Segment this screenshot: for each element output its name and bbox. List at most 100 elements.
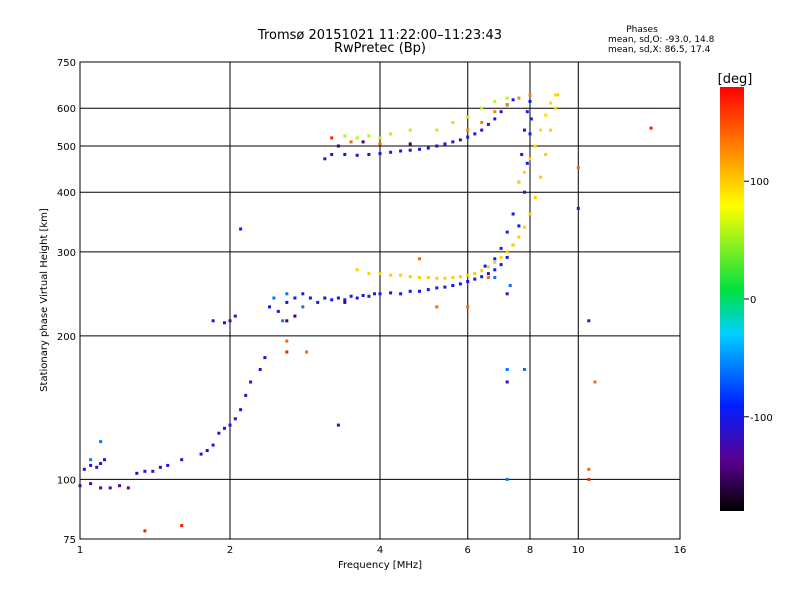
data-point [505,368,509,371]
data-point [549,128,553,132]
data-point [523,128,526,132]
data-point [389,150,393,154]
data-point [473,272,477,276]
data-point [505,96,509,100]
data-point [493,276,497,279]
data-point [151,469,155,473]
data-point [399,273,403,277]
data-point [528,132,532,136]
data-point [89,458,93,462]
colorbar [720,87,744,511]
y-axis-label: Stationary phase Virtual Height [km] [39,208,50,392]
data-point [323,296,327,300]
colorbar-label: [deg] [718,72,753,87]
data-point [426,146,430,150]
data-point [466,305,470,309]
data-point [373,292,376,296]
colorbar-tick-label: 100 [750,177,769,188]
data-point [389,132,393,136]
data-point [480,269,484,273]
data-point [493,268,497,272]
data-point [486,265,490,269]
data-point [166,463,170,467]
data-point [272,296,276,300]
data-point [399,292,403,296]
data-point [367,272,371,276]
data-point [285,319,289,323]
data-point [408,142,412,146]
data-point [451,140,455,144]
data-point [143,529,147,533]
data-point [211,319,215,323]
data-point [89,463,93,467]
data-point [330,153,334,156]
data-point [82,467,86,471]
data-point [458,282,462,286]
y-tick-label: 100 [57,475,76,486]
data-point [239,408,243,412]
phase-stats-o: mean, sd,O: -93.0, 14.8 [608,35,715,45]
data-point [435,286,439,290]
data-point [343,300,347,304]
data-point [493,260,497,264]
data-point [308,296,312,300]
data-point [480,106,484,110]
data-point [378,152,382,156]
data-point [528,157,532,161]
data-point [336,144,340,148]
data-point [367,134,371,138]
data-point [511,98,515,102]
data-point [539,175,543,179]
data-point [99,486,103,490]
data-point [78,484,82,488]
data-point [480,128,484,132]
x-axis-ticks: 1 2 4 6 8 10 16 [77,545,687,556]
data-point [466,273,470,277]
data-point [228,423,232,427]
data-point [587,477,591,481]
data-point [233,314,237,318]
data-point [466,115,470,119]
data-point [505,477,509,481]
data-point [336,296,340,300]
data-point [480,275,484,279]
data-point [443,276,447,280]
data-point [483,264,487,268]
data-point [523,171,526,174]
x-tick-label: 16 [674,545,687,556]
data-point [135,471,139,475]
data-point [205,449,209,452]
data-point [239,227,243,231]
data-point [505,230,509,234]
data-point [285,350,289,354]
data-point [211,443,215,447]
y-tick-label: 300 [57,248,76,259]
data-point [525,110,529,114]
data-point [103,458,106,462]
data-point [108,486,112,490]
data-point [336,423,340,427]
data-point [539,128,543,132]
data-point [355,136,359,140]
y-tick-label: 75 [63,535,76,546]
data-point [528,99,532,103]
data-point [89,482,93,486]
x-tick-label: 1 [77,545,83,556]
data-point [587,319,591,323]
data-point [466,128,470,132]
data-point [285,292,289,296]
data-point [493,117,497,121]
data-point [520,153,524,156]
data-point [285,339,289,343]
y-tick-label: 750 [57,58,76,69]
data-point [649,126,653,130]
data-point [276,309,280,313]
y-tick-label: 500 [57,142,76,153]
data-point [523,190,526,194]
data-point [199,452,203,456]
data-point [435,305,439,309]
data-point [399,149,403,153]
data-point [285,300,289,304]
data-point [508,284,512,287]
